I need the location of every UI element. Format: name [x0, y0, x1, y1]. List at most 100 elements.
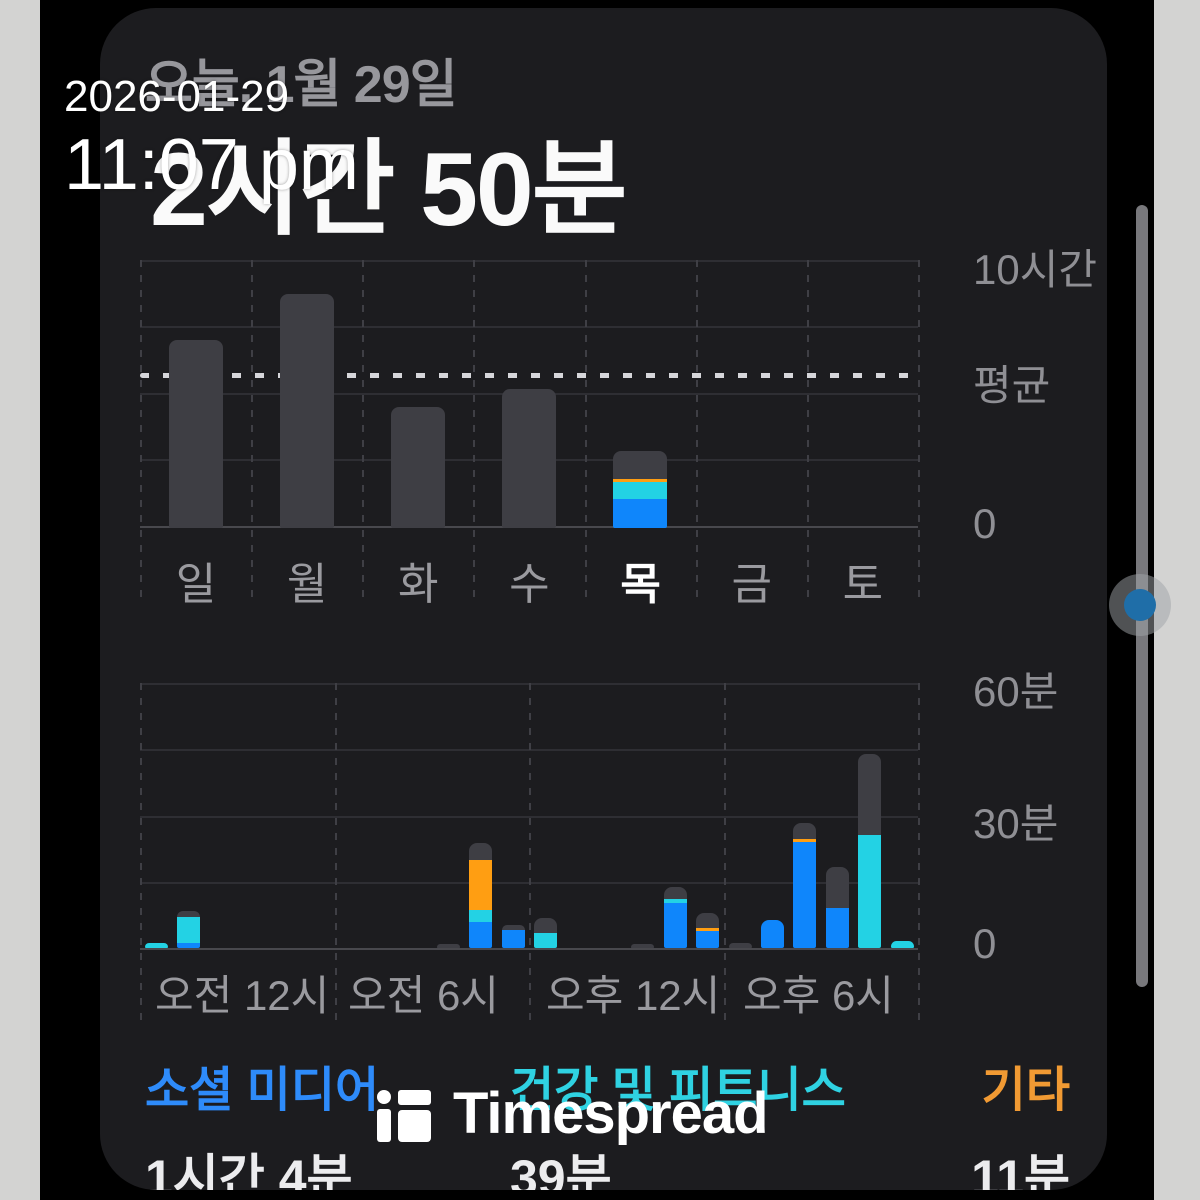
bar-segment-uncategorized [469, 842, 493, 861]
bar-segment-social [501, 929, 525, 948]
daily-xtick-6am: 오전 6시 [348, 972, 499, 1019]
day-separator-line [140, 260, 142, 600]
bar-segment-uncategorized [177, 910, 201, 918]
day-separator-line [695, 260, 698, 600]
bar-segment-uncategorized [696, 912, 720, 928]
bar-segment-health [858, 834, 882, 948]
bar-segment-health [177, 917, 201, 944]
bar-segment-health [663, 898, 687, 903]
day-separator-line [251, 260, 254, 600]
legend-item-other[interactable]: 기타 11분 [971, 1050, 1070, 1190]
section-separator-line [918, 683, 920, 1023]
day-label-일: 일 [175, 560, 217, 609]
bar-segment-health [469, 910, 493, 922]
weekly-ytick-10h: 10시간 [973, 246, 1097, 293]
chart-bar [534, 917, 557, 948]
bar-segment-uncategorized [858, 754, 882, 835]
day-label-수: 수 [509, 560, 550, 609]
average-dashed-line [140, 373, 918, 379]
legend-value-other: 11분 [971, 1150, 1070, 1190]
bar-segment-social [613, 499, 668, 528]
chart-bar [436, 944, 460, 948]
chart-bar [501, 388, 556, 528]
day-label-금: 금 [731, 560, 772, 609]
bar-segment-uncategorized [793, 823, 817, 839]
bar-segment-uncategorized [631, 944, 655, 948]
bar-segment-uncategorized [613, 451, 668, 479]
legend-item-social-media[interactable]: 소셜 미디어 1시간 4분 [145, 1050, 379, 1190]
legend-label-health-fitness: 건강 및 피트니스 [510, 1064, 846, 1117]
chart-bar [613, 451, 668, 528]
overlay-timestamp-time: 11:07 pm [64, 125, 359, 205]
section-separator-line [529, 683, 531, 1023]
chart-bar [890, 940, 914, 948]
day-label-목: 목 [620, 560, 661, 609]
chart-bar [728, 943, 752, 948]
chart-bar [279, 293, 334, 528]
day-separator-line [473, 260, 476, 600]
bar-segment-week_gray [168, 340, 223, 528]
day-label-화: 화 [398, 560, 439, 609]
bar-segment-health [890, 940, 914, 948]
chart-bar [793, 823, 817, 948]
pointer-dot[interactable] [1124, 589, 1156, 621]
timespread-logo-icon [377, 1090, 431, 1142]
bar-segment-health [534, 932, 557, 948]
chart-bar [663, 887, 687, 948]
bar-segment-social [696, 931, 720, 948]
section-separator-line [140, 683, 142, 1023]
gridline-7-5h [140, 326, 918, 328]
bar-segment-uncategorized [436, 944, 460, 948]
chart-bar [469, 842, 493, 948]
legend-value-health-fitness: 39분 [510, 1150, 612, 1190]
total-screen-time: 2시간 50분 [150, 132, 627, 248]
chart-bar [145, 942, 168, 948]
bar-segment-social [760, 920, 784, 948]
legend-item-health-fitness[interactable]: 건강 및 피트니스 39분 [510, 1050, 846, 1190]
section-separator-line [334, 683, 337, 1023]
timespread-logo-text: Timespread [453, 1081, 769, 1146]
bar-segment-social [469, 921, 493, 948]
day-label-월: 월 [286, 560, 328, 609]
chart-bar [177, 910, 201, 948]
weekly-usage-chart[interactable] [140, 260, 920, 600]
bar-segment-week_gray [390, 407, 445, 528]
legend-label-social-media: 소셜 미디어 [145, 1064, 380, 1117]
bar-segment-other [613, 478, 668, 482]
weekly-ytick-0: 0 [973, 500, 997, 547]
legend-value-social-media: 1시간 4분 [145, 1150, 353, 1190]
chart-bar [825, 866, 849, 948]
bar-segment-other [696, 927, 720, 932]
bar-segment-uncategorized [534, 917, 557, 933]
chart-bar [696, 912, 720, 948]
bar-segment-social [825, 907, 849, 948]
gridline-10h [140, 260, 918, 262]
day-separator-line [362, 260, 365, 600]
bar-segment-week_gray [501, 388, 556, 528]
header-date-label: 오늘, 1월 29일 [145, 56, 457, 114]
daily-usage-chart[interactable] [140, 683, 920, 1023]
bar-segment-social [793, 842, 817, 948]
chart-bar [631, 944, 655, 948]
day-label-토: 토 [842, 560, 884, 609]
legend-label-other: 기타 [981, 1064, 1070, 1117]
timespread-watermark: Timespread [377, 1080, 769, 1147]
daily-xtick-6pm: 오후 6시 [743, 972, 894, 1019]
day-separator-line [918, 260, 920, 600]
day-separator-line [584, 260, 587, 600]
chart-bar [390, 407, 445, 528]
chart-bar [168, 340, 223, 528]
day-separator-line [806, 260, 809, 600]
daily-ytick-0m: 0 [973, 920, 997, 967]
daily-ytick-60m: 60분 [973, 668, 1059, 715]
daily-xtick-12am: 오전 12시 [155, 972, 330, 1019]
adjacent-page-left-edge [0, 0, 40, 1200]
chart-bar [501, 925, 525, 948]
bar-segment-uncategorized [501, 925, 525, 930]
weekly-ytick-average: 평균 [973, 362, 1051, 409]
bar-segment-other [469, 860, 493, 911]
bar-segment-social [663, 902, 687, 948]
bar-segment-uncategorized [728, 943, 752, 948]
